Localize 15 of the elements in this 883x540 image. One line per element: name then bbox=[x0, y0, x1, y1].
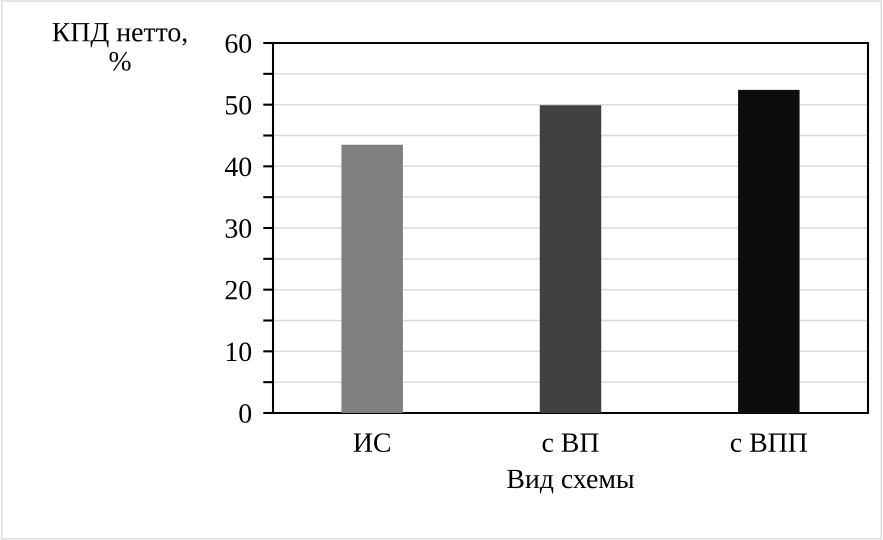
x-tick-label: ИС bbox=[354, 433, 390, 452]
y-axis-title: КПД нетто, % bbox=[52, 23, 186, 71]
y-tick-label: 10 bbox=[226, 342, 252, 362]
x-tick-label: с ВПП bbox=[730, 434, 807, 452]
y-tick-label: 40 bbox=[224, 158, 252, 176]
y-tick-label: 30 bbox=[226, 219, 252, 238]
y-tick-label: 20 bbox=[226, 280, 252, 300]
x-axis-title: Вид схемы bbox=[507, 470, 634, 494]
y-tick-label: 50 bbox=[226, 96, 252, 115]
x-tick-label: с ВП bbox=[542, 434, 599, 452]
bar bbox=[540, 105, 602, 413]
y-tick-label: 60 bbox=[226, 34, 252, 53]
bar bbox=[738, 90, 800, 413]
bar bbox=[341, 144, 403, 413]
y-tick-label: 0 bbox=[239, 404, 252, 423]
